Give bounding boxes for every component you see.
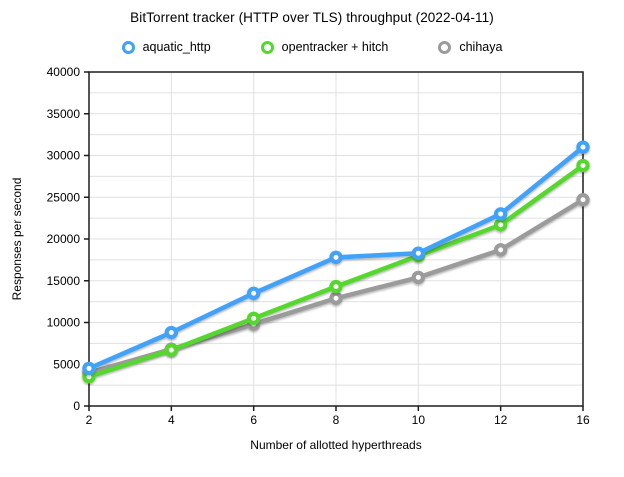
y-tick-label: 20000	[47, 232, 81, 246]
data-point-marker	[493, 243, 508, 257]
data-point-marker	[246, 311, 261, 326]
y-tick-label: 0	[73, 399, 80, 413]
chart-title: BitTorrent tracker (HTTP over TLS) throu…	[130, 10, 494, 25]
data-point-marker	[576, 193, 590, 207]
legend-marker-icon	[260, 40, 274, 54]
legend-item-chihaya: chihaya	[438, 40, 502, 54]
x-tick-label: 4	[168, 413, 175, 427]
x-axis-title: Number of allotted hyperthreads	[250, 438, 422, 452]
legend-item-opentracker-hitch: opentracker + hitch	[260, 40, 389, 54]
data-point-marker	[576, 140, 590, 154]
legend-marker-icon	[121, 40, 135, 54]
legend: aquatic_http opentracker + hitch chihaya	[0, 40, 624, 54]
y-tick-label: 25000	[47, 190, 81, 204]
x-tick-label: 16	[576, 413, 590, 427]
data-point-marker	[329, 250, 343, 265]
data-point-marker	[329, 279, 343, 294]
data-series	[82, 140, 590, 384]
data-point-marker	[576, 158, 590, 173]
axis-ticks	[84, 71, 584, 411]
y-axis-title: Responses per second	[10, 177, 24, 301]
data-point-marker	[411, 246, 426, 260]
y-tick-label: 35000	[47, 107, 81, 121]
x-tick-label: 2	[86, 413, 93, 427]
data-point-marker	[493, 207, 508, 221]
x-tick-label: 12	[494, 413, 508, 427]
y-tick-label: 40000	[47, 65, 81, 79]
tick-labels: 0 5000 10000 15000 20000 25000 30000 35000 40000…	[47, 65, 590, 427]
data-point-marker	[329, 291, 343, 305]
x-tick-label: 8	[333, 413, 340, 427]
legend-marker-icon	[438, 40, 452, 54]
y-tick-label: 5000	[53, 357, 80, 371]
legend-label: opentracker + hitch	[281, 40, 389, 54]
data-point-marker	[246, 286, 261, 300]
data-point-marker	[411, 270, 426, 285]
data-point-marker	[82, 361, 96, 376]
legend-item-aquatic-http: aquatic_http	[121, 40, 211, 54]
data-point-marker	[164, 343, 179, 357]
x-tick-label: 10	[412, 413, 426, 427]
gridlines	[89, 72, 583, 406]
legend-label: chihaya	[459, 40, 503, 54]
y-tick-label: 10000	[47, 316, 81, 330]
y-tick-label: 30000	[47, 149, 81, 163]
legend-label: aquatic_http	[142, 40, 211, 54]
series-aquatic_http	[82, 140, 590, 376]
x-tick-label: 6	[250, 413, 257, 427]
y-tick-label: 15000	[47, 274, 81, 288]
data-point-marker	[493, 218, 508, 232]
data-point-marker	[164, 325, 179, 340]
